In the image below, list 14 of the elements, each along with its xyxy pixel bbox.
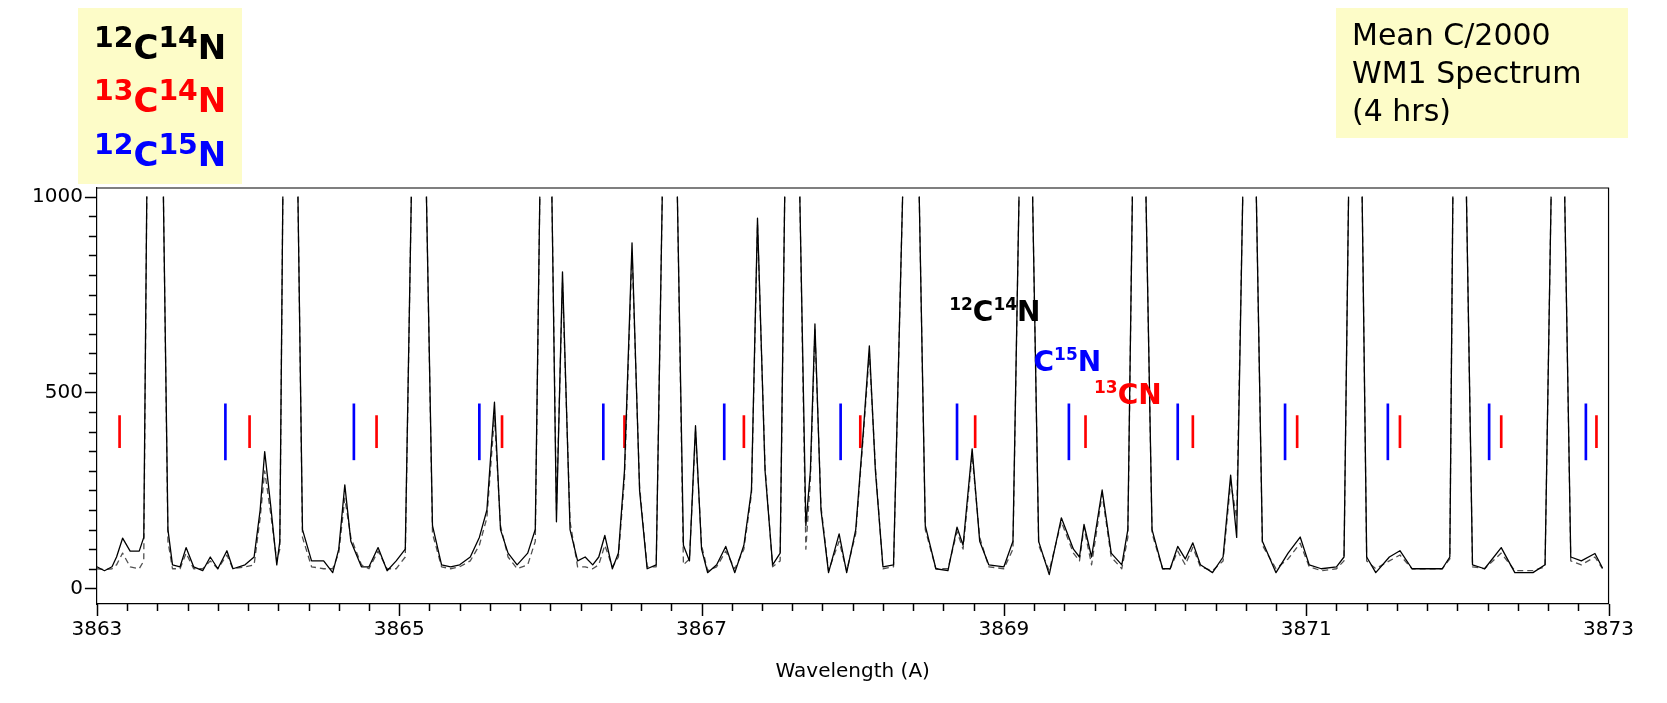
text: $^{12}$C$^{15}$N — [94, 126, 227, 176]
text: $^{13}$C$^{14}$N — [94, 73, 227, 123]
text: $^{12}$C$^{14}$N — [94, 20, 227, 70]
x-tick-label: 3869 — [978, 616, 1030, 641]
y-tick-label: 500 — [44, 378, 83, 403]
x-tick-label: 3863 — [71, 616, 123, 641]
x-tick-label: 3873 — [1583, 616, 1634, 641]
x-tick-label: 3865 — [373, 616, 425, 641]
chart-title: Mean C/2000 WM1 Spectrum (4 hrs) — [1336, 8, 1628, 138]
y-tick-label: 0 — [70, 574, 83, 599]
x-tick-label: 3871 — [1280, 616, 1332, 641]
y-tick-label: 1000 — [31, 182, 83, 207]
x-tick-label: 3867 — [676, 616, 728, 641]
x-axis-title: Wavelength (A) — [775, 658, 930, 683]
